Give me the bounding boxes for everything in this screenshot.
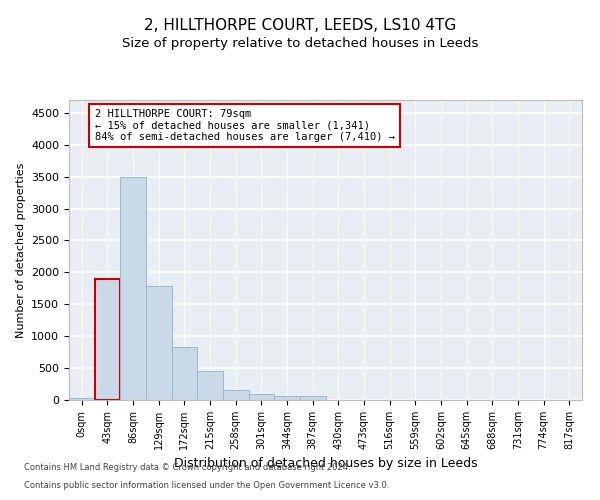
Bar xyxy=(274,396,300,400)
Text: Size of property relative to detached houses in Leeds: Size of property relative to detached ho… xyxy=(122,38,478,51)
X-axis label: Distribution of detached houses by size in Leeds: Distribution of detached houses by size … xyxy=(173,458,478,470)
Bar xyxy=(223,390,248,400)
Bar xyxy=(69,398,95,400)
Y-axis label: Number of detached properties: Number of detached properties xyxy=(16,162,26,338)
Bar xyxy=(300,396,325,400)
Bar xyxy=(121,176,146,400)
Text: 2 HILLTHORPE COURT: 79sqm
← 15% of detached houses are smaller (1,341)
84% of se: 2 HILLTHORPE COURT: 79sqm ← 15% of detac… xyxy=(95,109,395,142)
Bar xyxy=(95,278,121,400)
Bar xyxy=(197,372,223,400)
Text: Contains public sector information licensed under the Open Government Licence v3: Contains public sector information licen… xyxy=(24,481,389,490)
Bar xyxy=(248,394,274,400)
Text: Contains HM Land Registry data © Crown copyright and database right 2024.: Contains HM Land Registry data © Crown c… xyxy=(24,464,350,472)
Bar xyxy=(146,286,172,400)
Bar xyxy=(172,347,197,400)
Text: 2, HILLTHORPE COURT, LEEDS, LS10 4TG: 2, HILLTHORPE COURT, LEEDS, LS10 4TG xyxy=(144,18,456,32)
